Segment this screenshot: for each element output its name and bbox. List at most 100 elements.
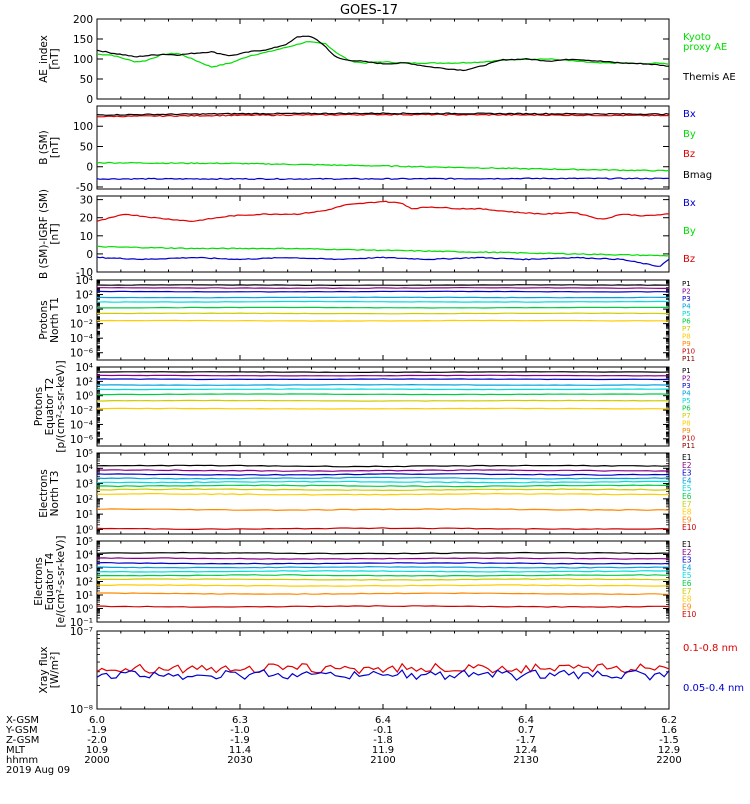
series-by: [97, 245, 669, 257]
series-themis-ae: [97, 35, 669, 72]
series-p6: [97, 393, 669, 396]
series-bz: [97, 200, 669, 223]
time-row-value: -1.8: [373, 735, 393, 746]
series-p7: [97, 399, 669, 402]
legend-label: E7: [682, 587, 692, 596]
series-e1: [97, 464, 669, 468]
legend-label: Kyoto: [683, 32, 711, 43]
panel-xray: 10⁻⁸ 10⁻⁷ Xray flux [W/m²] 0.1-0.8 nm 0.05-0.…: [38, 626, 744, 716]
y-tick-label: 10⁻⁸: [70, 704, 93, 716]
legend-label: E5: [682, 571, 692, 580]
legend-label: E5: [682, 484, 692, 493]
y-tick-label: 10³: [75, 479, 93, 491]
series-bz: [97, 113, 669, 118]
legend-label: E6: [682, 492, 692, 501]
y-tick-label: 10⁻²: [70, 405, 93, 417]
time-row-value: 6.2: [661, 715, 677, 726]
series-p3: [97, 290, 669, 293]
y-axis-title: B (SM)-IGRF (SM): [38, 189, 50, 279]
y-tick-label: 10²: [75, 290, 93, 302]
series-e6: [97, 484, 669, 488]
y-tick-label: 10⁰: [75, 524, 93, 536]
series-p1: [97, 284, 669, 287]
legend-label: By: [683, 129, 696, 140]
legend-label: P11: [682, 442, 695, 450]
series-kyoto-proxy-ae: [97, 41, 669, 68]
series-e5: [97, 570, 669, 573]
series-bx: [97, 177, 669, 181]
y-axis-title: Protons: [38, 300, 50, 339]
legend-label: P6: [682, 318, 691, 326]
legend-label: P10: [682, 435, 695, 443]
series-bx: [97, 256, 669, 267]
y-axis-title: [e/(cm²-s-sr-keV)]: [55, 536, 67, 628]
legend-label: E9: [682, 602, 692, 611]
series-e1: [97, 551, 669, 555]
series-e5: [97, 480, 669, 484]
time-row-value: -1.5: [659, 735, 679, 746]
time-row-value: -1.9: [230, 735, 250, 746]
y-tick-label: 10⁰: [75, 391, 93, 403]
legend-label: By: [683, 226, 696, 237]
date-label: 2019 Aug 09: [6, 765, 70, 776]
y-tick-label: 10⁻⁶: [70, 434, 93, 446]
time-row-label: Y-GSM: [5, 725, 38, 736]
legend-label: P10: [682, 348, 695, 356]
y-tick-label: 50: [80, 141, 93, 153]
time-row-value: 6.3: [232, 715, 248, 726]
y-axis-title: Electrons: [38, 469, 50, 518]
time-row-value: -1.0: [230, 725, 250, 736]
series-p7: [97, 312, 669, 315]
y-tick-label: 10: [80, 231, 93, 243]
legend-label: P1: [682, 367, 691, 375]
panel-protons_equator: 10⁻⁶ 10⁻⁴ 10⁻² 10⁰ 10² 10⁴ Protons Equator T2 [p…: [33, 360, 695, 452]
legend-label: E2: [682, 548, 692, 557]
legend-label: proxy AE: [683, 42, 727, 53]
time-row-value: 6.0: [89, 715, 105, 726]
y-tick-label: 10⁻⁴: [70, 419, 93, 431]
series-e3: [97, 561, 669, 565]
series-e7: [97, 578, 669, 581]
y-tick-label: 10⁻⁶: [70, 348, 93, 360]
series-p6: [97, 306, 669, 309]
series-bmag: [97, 112, 669, 116]
legend-label: P8: [682, 333, 691, 341]
legend-label: P9: [682, 427, 691, 435]
time-row-value: 12.9: [658, 745, 680, 756]
y-tick-label: 100: [73, 121, 93, 133]
time-row-label: X-GSM: [6, 715, 39, 726]
legend-label: E4: [682, 563, 692, 572]
time-row-value: 2200: [656, 755, 681, 766]
y-tick-label: 10⁻²: [70, 319, 93, 331]
y-tick-label: 30: [80, 195, 93, 207]
legend-label: E1: [682, 453, 692, 462]
y-tick-label: 10³: [75, 563, 93, 575]
legend-label: E10: [682, 523, 697, 532]
legend-label: P4: [682, 390, 691, 398]
y-tick-label: 10⁴: [75, 275, 93, 287]
y-tick-label: 10⁰: [75, 604, 93, 616]
series-p8: [97, 407, 669, 410]
y-tick-label: 10⁰: [75, 304, 93, 316]
legend-label: P7: [682, 325, 691, 333]
legend-label: E7: [682, 500, 692, 509]
y-axis-title: Protons: [33, 387, 45, 426]
series-by: [97, 161, 669, 172]
time-row-value: 10.9: [86, 745, 108, 756]
series-e10: [97, 605, 669, 608]
series-p4: [97, 296, 669, 299]
legend-label: E3: [682, 556, 692, 565]
legend-label: P5: [682, 310, 691, 318]
legend-label: E8: [682, 508, 692, 517]
series-e9: [97, 592, 669, 596]
series-e4: [97, 565, 669, 569]
time-row-label: MLT: [6, 745, 26, 756]
legend-label: E4: [682, 476, 692, 485]
time-row-value: 12.4: [515, 745, 537, 756]
y-tick-label: 10⁴: [75, 463, 93, 475]
legend-label: 0.1-0.8 nm: [683, 643, 738, 654]
